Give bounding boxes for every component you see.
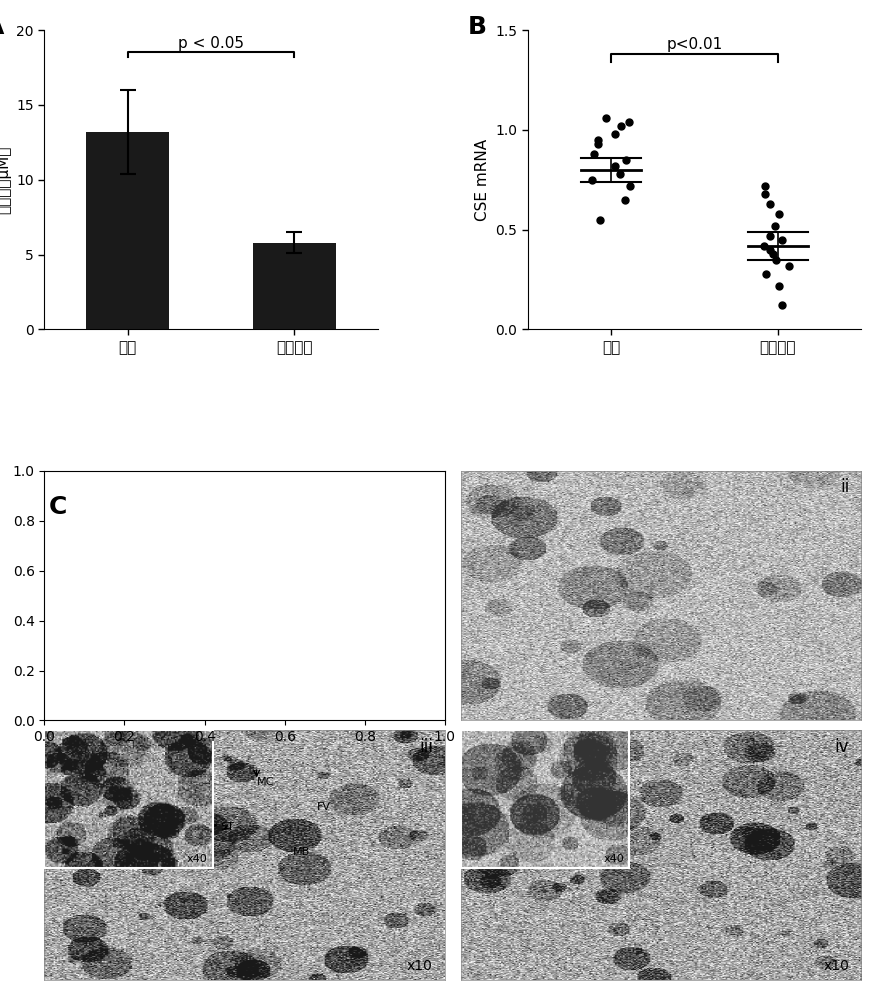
Text: x10: x10 [407,959,432,973]
Point [599,110,614,126]
Point [586,146,600,162]
Point [608,126,622,142]
Point [772,206,786,222]
Point [592,212,607,228]
Point [758,186,773,202]
Point [591,132,605,148]
Point [763,228,777,244]
Bar [253,243,337,329]
Text: B: B [468,15,487,39]
Text: C: C [49,495,67,519]
Y-axis label: 硫化氢（μM）: 硫化氢（μM） [0,146,11,214]
Point [591,136,605,152]
Text: iii: iii [419,738,432,756]
Point [613,166,627,182]
Point [757,238,771,254]
Point [619,152,633,168]
Point [614,118,628,134]
Bar [86,132,170,329]
Point [622,114,637,130]
Point [617,192,631,208]
Point [774,297,789,313]
Text: FV: FV [317,802,330,812]
Point [768,218,782,234]
Text: x10: x10 [823,959,849,973]
Text: p<0.01: p<0.01 [667,37,723,52]
Text: ST: ST [220,822,234,832]
Point [763,242,777,258]
Text: iv: iv [835,738,849,756]
Point [759,266,773,282]
Point [775,232,789,248]
Point [623,178,638,194]
Text: A: A [0,15,4,39]
Y-axis label: CSE mRNA: CSE mRNA [475,139,490,221]
Text: i: i [428,478,432,496]
Point [765,246,780,262]
Point [758,178,773,194]
Point [769,252,783,268]
Text: MB: MB [293,847,310,857]
Point [585,172,599,188]
Point [782,258,797,274]
Point [772,278,786,294]
Text: ii: ii [840,478,849,496]
Text: MC: MC [257,777,274,787]
Text: p < 0.05: p < 0.05 [178,36,244,51]
Point [608,158,622,174]
Point [763,196,777,212]
